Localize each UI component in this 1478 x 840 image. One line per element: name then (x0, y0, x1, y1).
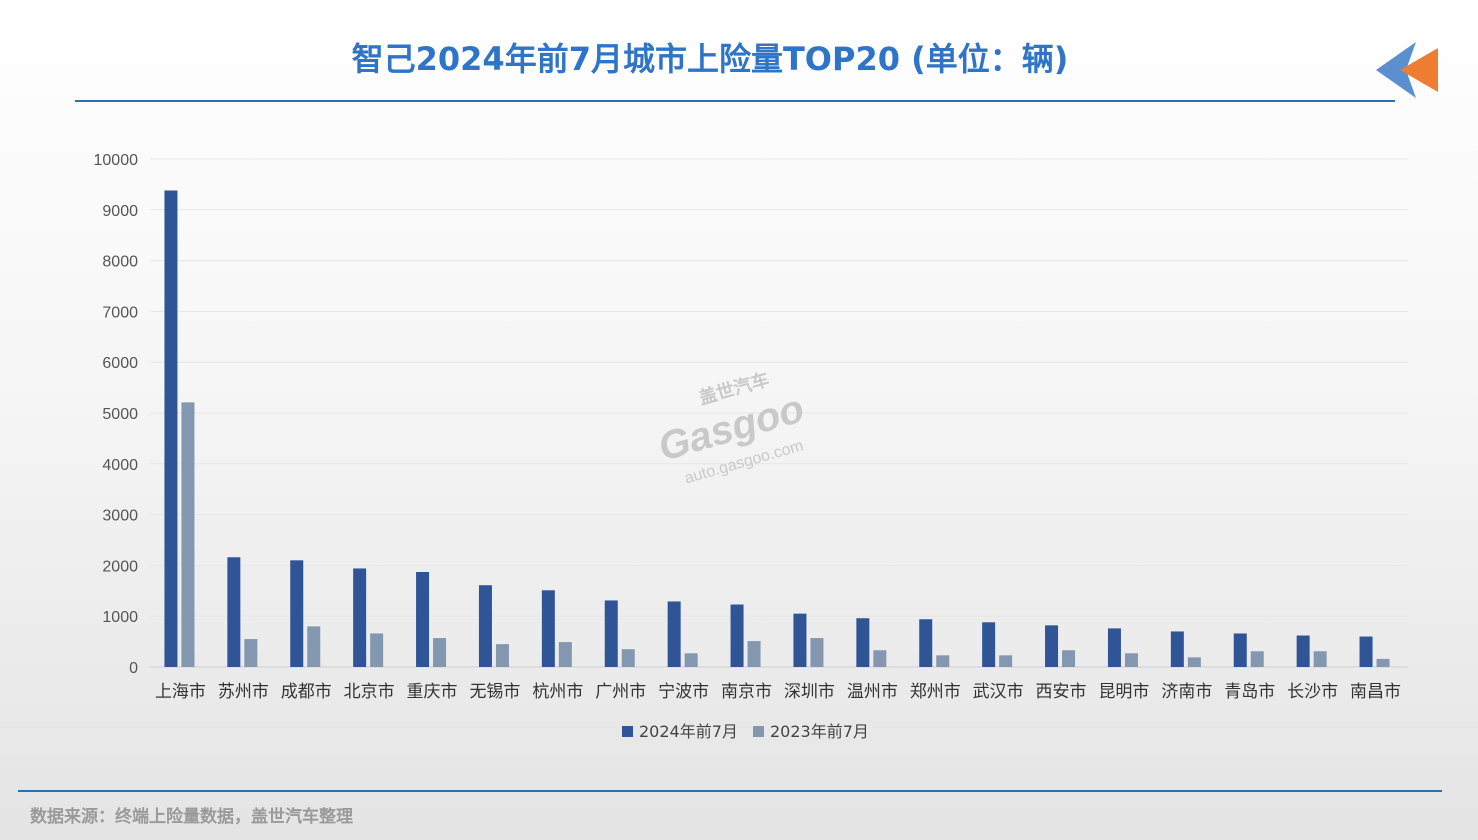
bar-2023 (810, 638, 824, 667)
legend-label: 2023年前7月 (770, 722, 869, 741)
x-tick-label: 南昌市 (1350, 682, 1401, 702)
y-tick-label: 9000 (102, 203, 138, 220)
x-tick-label: 郑州市 (910, 682, 961, 702)
y-tick-label: 5000 (102, 406, 138, 423)
x-tick-label: 济南市 (1161, 682, 1212, 702)
y-tick-label: 2000 (102, 558, 138, 575)
bar-2024 (1359, 636, 1373, 667)
bar-2024 (856, 618, 870, 667)
y-tick-label: 7000 (102, 304, 138, 321)
y-tick-label: 0 (129, 660, 138, 677)
footer-divider (18, 790, 1442, 792)
y-tick-label: 6000 (102, 355, 138, 372)
bar-2023 (1313, 651, 1327, 667)
x-tick-label: 武汉市 (973, 682, 1024, 702)
bar-2024 (730, 604, 744, 667)
bar-2024 (919, 619, 933, 667)
bar-2024 (541, 590, 555, 667)
bar-2023 (936, 655, 950, 667)
bar-2023 (999, 655, 1013, 667)
bar-2023 (1250, 651, 1264, 667)
x-tick-label: 西安市 (1036, 682, 1087, 702)
bar-2024 (1233, 633, 1247, 667)
data-source-note: 数据来源：终端上险量数据，盖世汽车整理 (30, 807, 353, 827)
bar-2023 (873, 650, 887, 667)
bar-2023 (1187, 657, 1201, 667)
bar-2024 (353, 568, 367, 667)
x-tick-label: 温州市 (847, 682, 898, 702)
bar-2023 (370, 633, 384, 667)
bar-2024 (290, 560, 304, 667)
gasgoo-watermark: 盖世汽车 Gasgoo auto.gasgoo.com (654, 370, 809, 487)
y-tick-label: 4000 (102, 457, 138, 474)
bar-2024 (604, 600, 618, 667)
bar-2023 (558, 642, 572, 667)
x-tick-label: 深圳市 (784, 682, 835, 702)
bar-2023 (244, 639, 258, 667)
bar-2024 (1170, 631, 1184, 667)
legend-swatch (622, 726, 633, 737)
arrow-logo-icon (1376, 42, 1438, 98)
bar-2023 (747, 641, 761, 667)
title-divider (75, 100, 1395, 102)
bar-2024 (416, 572, 430, 667)
bar-2023 (621, 649, 635, 667)
x-tick-label: 成都市 (281, 682, 332, 702)
x-tick-label: 长沙市 (1287, 682, 1338, 702)
bar-2024 (982, 622, 996, 667)
bar-2024 (478, 585, 492, 667)
x-tick-label: 昆明市 (1098, 682, 1149, 702)
bar-2023 (181, 402, 195, 667)
x-tick-label: 上海市 (155, 682, 206, 702)
logo-blue-arrow (1376, 42, 1416, 98)
x-tick-label: 南京市 (721, 682, 772, 702)
bar-2024 (164, 190, 178, 667)
bar-2024 (1045, 625, 1059, 667)
bar-2024 (1107, 628, 1121, 667)
x-tick-label: 广州市 (595, 682, 646, 702)
bar-2024 (667, 601, 681, 667)
bar-chart: 0 1000 2000 3000 4000 5000 6000 7000 8000 9000 100… (94, 152, 1408, 741)
bar-2024 (793, 613, 807, 667)
y-tick-label: 10000 (94, 152, 139, 169)
bar-2023 (1124, 653, 1138, 667)
x-tick-label: 杭州市 (532, 682, 583, 702)
logo-orange-arrow (1400, 48, 1438, 92)
bar-2023 (433, 638, 447, 667)
bar-2023 (495, 644, 509, 667)
legend-swatch (753, 726, 764, 737)
x-tick-label: 苏州市 (218, 682, 269, 702)
bar-2023 (1062, 650, 1076, 667)
bar-2023 (307, 626, 321, 667)
y-tick-label: 3000 (102, 508, 138, 525)
x-tick-label: 北京市 (344, 682, 395, 702)
legend-label: 2024年前7月 (639, 722, 738, 741)
bar-2024 (1296, 635, 1310, 667)
chart-title: 智己2024年前7月城市上险量TOP20 (单位：辆) (351, 40, 1069, 78)
x-tick-label: 无锡市 (469, 682, 520, 702)
y-tick-label: 8000 (102, 254, 138, 271)
bar-2023 (1376, 658, 1390, 667)
x-tick-label: 宁波市 (658, 682, 709, 702)
x-tick-label: 青岛市 (1224, 682, 1275, 702)
y-tick-label: 1000 (102, 609, 138, 626)
x-tick-label: 重庆市 (407, 682, 458, 702)
bar-2024 (227, 557, 241, 667)
bar-2023 (684, 653, 698, 667)
